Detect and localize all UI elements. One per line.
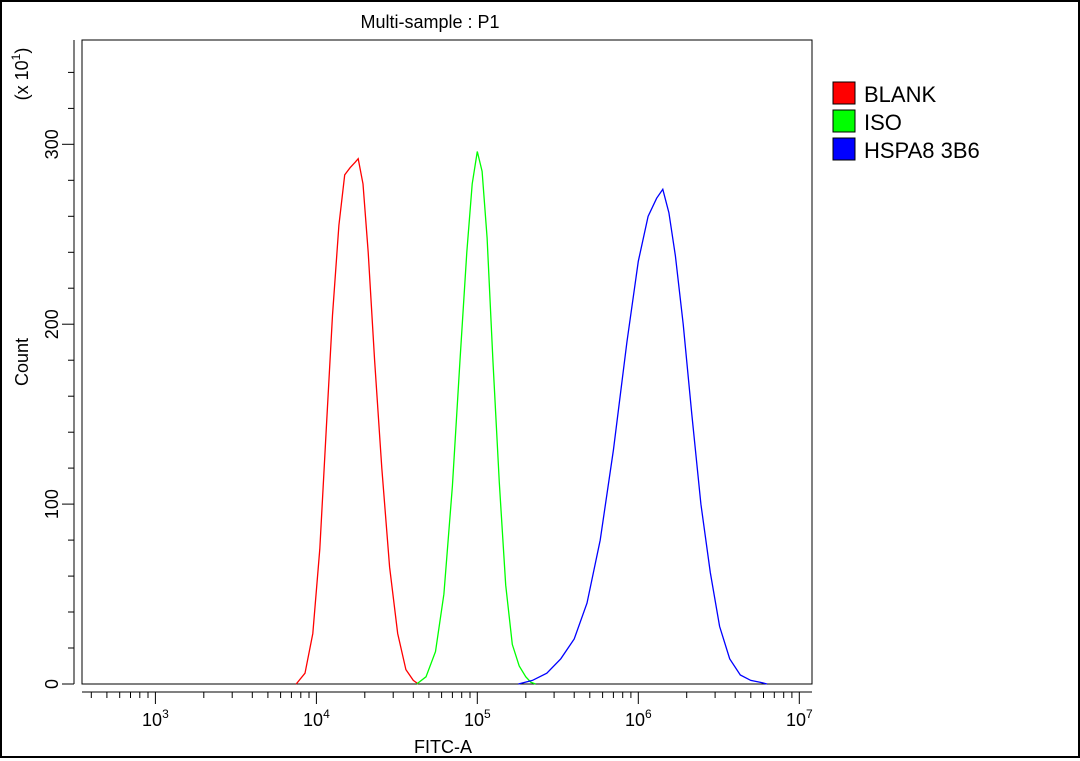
y-tick-label-1: 100	[42, 489, 62, 519]
x-tick-base: 10	[625, 710, 645, 730]
x-tick-exponent: 4	[323, 707, 330, 721]
legend: BLANK ISO HSPA8 3B6	[832, 81, 980, 163]
x-axis: 103 104 105 106 107	[82, 691, 813, 730]
legend-label-1: ISO	[864, 110, 902, 135]
x-tick-exponent: 3	[162, 707, 169, 721]
x-tick-exponent: 5	[484, 707, 491, 721]
x-tick-label-4: 107	[786, 707, 813, 730]
x-tick-base: 10	[142, 710, 162, 730]
histogram-curves	[295, 151, 768, 685]
plot-area	[81, 39, 813, 685]
chart-title: Multi-sample : P1	[360, 12, 499, 32]
y-tick-label-3: 300	[42, 129, 62, 159]
x-tick-label-2: 105	[464, 707, 491, 730]
legend-swatch-0	[832, 81, 856, 105]
y-multiplier-exponent: 1	[9, 53, 23, 60]
y-axis: 0 100 200 300	[42, 40, 75, 689]
y-multiplier-text: (x 10	[12, 60, 32, 100]
x-tick-label-1: 104	[303, 707, 330, 730]
legend-swatch-1	[832, 109, 856, 133]
x-tick-base: 10	[464, 710, 484, 730]
legend-label-0: BLANK	[864, 82, 936, 107]
x-axis-label: FITC-A	[414, 737, 472, 756]
x-tick-label-0: 103	[142, 707, 169, 730]
series-line-2	[518, 187, 768, 685]
y-axis-label: Count	[12, 338, 32, 386]
y-multiplier-close: )	[12, 48, 32, 54]
series-line-1	[416, 151, 536, 685]
x-tick-base: 10	[303, 710, 323, 730]
x-tick-label-3: 106	[625, 707, 652, 730]
y-tick-label-2: 200	[42, 309, 62, 339]
x-tick-exponent: 7	[806, 707, 813, 721]
series-line-0	[295, 157, 419, 685]
legend-swatch-2	[832, 137, 856, 161]
legend-label-2: HSPA8 3B6	[864, 138, 980, 163]
x-tick-base: 10	[786, 710, 806, 730]
y-tick-label-0: 0	[42, 679, 62, 689]
x-tick-exponent: 6	[645, 707, 652, 721]
y-axis-multiplier: (x 101)	[9, 48, 32, 101]
